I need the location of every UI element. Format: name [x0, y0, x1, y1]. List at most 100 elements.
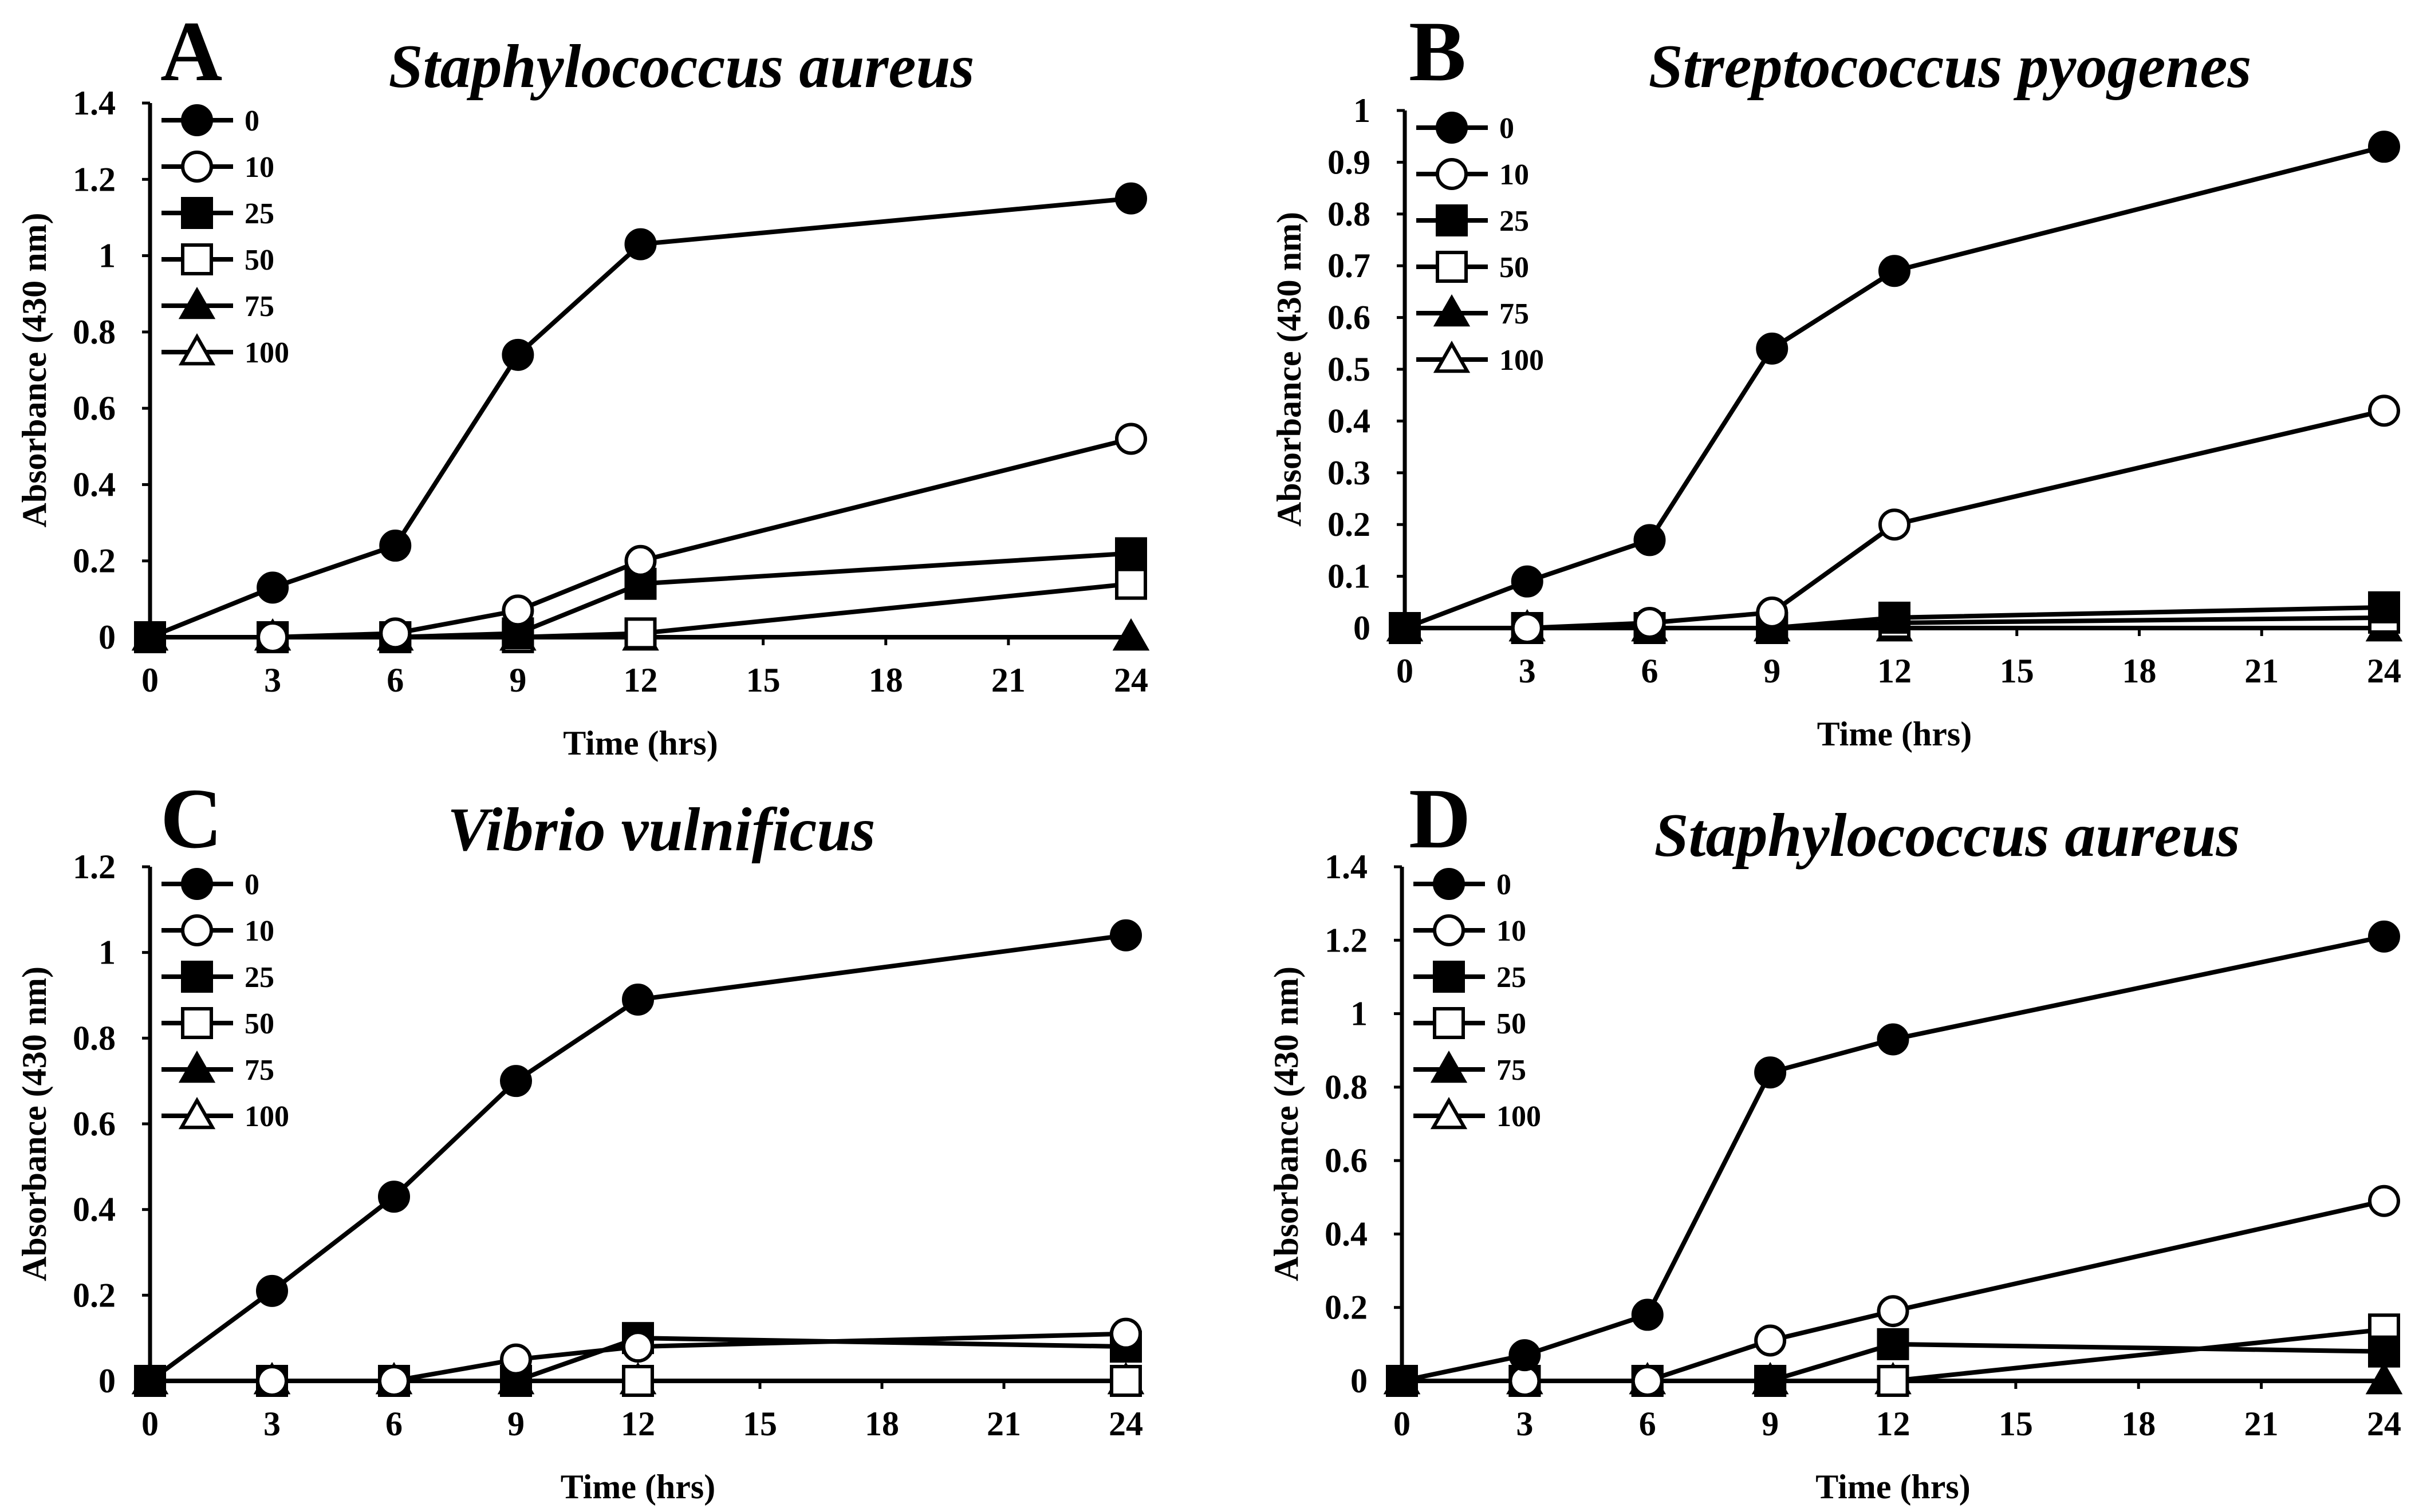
- legend-marker: [178, 1096, 216, 1130]
- legend-item: 75: [161, 1050, 274, 1087]
- legend-label: 0: [245, 868, 259, 901]
- legend-label: 75: [245, 290, 274, 323]
- legend-marker: [1433, 340, 1471, 373]
- x-tick-label: 24: [2367, 1405, 2401, 1443]
- data-point: [257, 571, 289, 604]
- y-tick-label: 1.4: [1325, 848, 1368, 886]
- legend-marker: [1436, 251, 1468, 283]
- y-tick-label: 0.4: [1325, 1215, 1368, 1253]
- x-tick-label: 18: [865, 1405, 899, 1443]
- data-point: [1877, 1328, 1909, 1360]
- legend-marker: [181, 914, 213, 946]
- data-point: [2368, 591, 2400, 623]
- data-point: [1386, 1365, 1418, 1397]
- legend-label: 10: [1496, 915, 1526, 948]
- x-tick-label: 24: [1114, 661, 1148, 699]
- chart-title: Staphylococcus aureus: [388, 33, 974, 101]
- y-tick-label: 0.6: [73, 1105, 116, 1143]
- legend-label: 50: [1499, 251, 1529, 284]
- legend-label: 10: [245, 915, 274, 948]
- data-point: [1877, 1365, 1909, 1397]
- legend-marker: [1433, 914, 1465, 946]
- legend-label: 75: [1499, 298, 1529, 330]
- data-point: [502, 338, 534, 371]
- legend-marker: [1430, 1096, 1468, 1130]
- legend-marker: [181, 197, 213, 229]
- series-line: [1402, 1198, 2385, 1383]
- legend-item: 100: [1413, 1096, 1541, 1133]
- legend-item: 25: [161, 961, 274, 994]
- x-tick-label: 15: [743, 1405, 777, 1443]
- y-tick-label: 0.2: [1325, 1289, 1368, 1327]
- data-point: [1877, 1295, 1909, 1328]
- y-tick-label: 0.6: [1325, 1142, 1368, 1179]
- x-tick-label: 3: [264, 661, 281, 699]
- data-point: [1633, 524, 1666, 556]
- y-tick-label: 1.2: [1325, 921, 1368, 959]
- data-point: [2368, 920, 2400, 953]
- data-point: [1633, 606, 1666, 639]
- data-point: [502, 594, 534, 627]
- legend: 0 10 25 50 75 100: [161, 868, 289, 1133]
- data-point: [134, 621, 166, 653]
- y-tick-label: 0.8: [73, 313, 116, 351]
- legend-item: 75: [1413, 1050, 1526, 1087]
- x-tick-label: 9: [509, 661, 526, 699]
- data-point: [1511, 612, 1543, 644]
- y-axis-label: Absorbance (430 nm): [1270, 212, 1308, 527]
- x-tick-label: 0: [141, 661, 159, 699]
- y-tick-label: 0.2: [73, 542, 116, 580]
- data-point: [1756, 332, 1788, 365]
- y-tick-label: 0.4: [73, 1191, 116, 1229]
- x-tick-label: 15: [1999, 1405, 2033, 1443]
- series-line: [148, 933, 1126, 1383]
- x-axis-label: Time (hrs): [561, 1468, 716, 1506]
- series-line: [1405, 408, 2385, 630]
- data-point: [1754, 1056, 1787, 1089]
- x-tick-label: 3: [1516, 1405, 1533, 1443]
- legend-marker: [181, 151, 213, 183]
- x-tick-label: 0: [1396, 652, 1413, 690]
- data-point: [1115, 182, 1147, 215]
- y-tick-label: 0.6: [1327, 299, 1370, 337]
- data-point: [1631, 1298, 1664, 1331]
- legend-item: 0: [161, 104, 259, 137]
- panel-letter: B: [1409, 4, 1466, 99]
- legend-marker: [1433, 961, 1465, 993]
- data-point: [256, 1365, 288, 1397]
- chart-title: Vibrio vulnificus: [447, 796, 875, 864]
- data-point: [1878, 255, 1910, 287]
- series-10: [134, 1317, 1142, 1397]
- x-axis-label: Time (hrs): [1817, 715, 1972, 753]
- data-point: [622, 983, 654, 1016]
- y-tick-label: 1: [1353, 92, 1370, 129]
- x-tick-label: 18: [2121, 1405, 2156, 1443]
- series-line: [150, 1331, 1126, 1383]
- legend-marker: [1436, 158, 1468, 190]
- data-point: [1511, 565, 1543, 598]
- data-point: [379, 530, 412, 562]
- y-tick-label: 0: [99, 618, 116, 656]
- legend-label: 25: [245, 198, 274, 230]
- legend-item: 25: [161, 197, 274, 230]
- data-point: [1110, 1317, 1142, 1350]
- x-tick-label: 9: [507, 1405, 525, 1443]
- x-tick-label: 12: [1876, 1405, 1910, 1443]
- series-0: [1386, 920, 2400, 1397]
- series-0: [1389, 131, 2400, 644]
- data-point: [1112, 618, 1150, 651]
- data-point: [1756, 596, 1788, 629]
- y-tick-label: 1.2: [73, 848, 116, 886]
- legend-marker: [1433, 294, 1471, 327]
- y-tick-label: 1.2: [73, 160, 116, 198]
- y-axis-label: Absorbance (430 nm): [15, 966, 53, 1281]
- legend-item: 50: [161, 1007, 274, 1040]
- legend-item: 10: [1413, 914, 1526, 948]
- x-tick-label: 24: [2367, 652, 2401, 690]
- panel-c: C Vibrio vulnificus 0 0.2 0.4 0.6 0.8 1 1.2 0 3 6 9 1…: [15, 771, 1145, 1506]
- y-tick-label: 0.5: [1327, 350, 1370, 388]
- data-point: [1508, 1339, 1541, 1372]
- data-point: [1110, 919, 1142, 952]
- y-tick-label: 1.4: [73, 84, 116, 122]
- data-point: [2368, 1185, 2400, 1217]
